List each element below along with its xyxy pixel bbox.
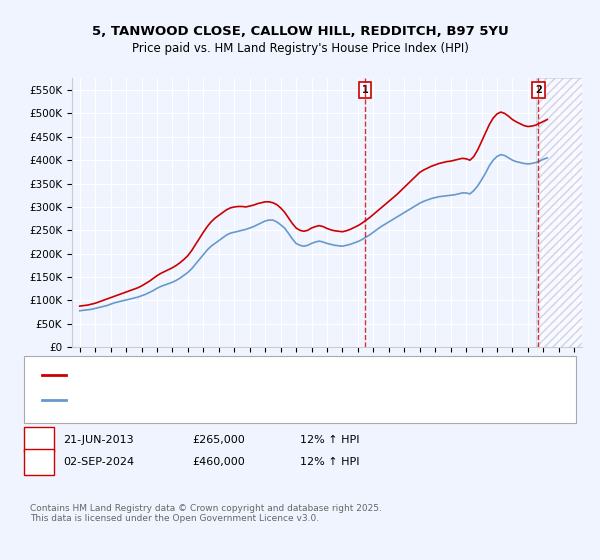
Text: 21-JUN-2013: 21-JUN-2013 [63, 435, 134, 445]
Text: Price paid vs. HM Land Registry's House Price Index (HPI): Price paid vs. HM Land Registry's House … [131, 42, 469, 55]
Text: £265,000: £265,000 [192, 435, 245, 445]
Bar [536, 78, 582, 347]
Text: £460,000: £460,000 [192, 457, 245, 467]
Text: 5, TANWOOD CLOSE, CALLOW HILL, REDDITCH, B97 5YU: 5, TANWOOD CLOSE, CALLOW HILL, REDDITCH,… [92, 25, 508, 38]
Text: 2: 2 [35, 457, 43, 467]
Text: 2: 2 [535, 85, 542, 95]
Text: 1: 1 [362, 85, 368, 95]
Text: HPI: Average price, detached house, Redditch: HPI: Average price, detached house, Redd… [75, 395, 299, 405]
Text: Contains HM Land Registry data © Crown copyright and database right 2025.
This d: Contains HM Land Registry data © Crown c… [30, 504, 382, 524]
Text: 5, TANWOOD CLOSE, CALLOW HILL, REDDITCH, B97 5YU (detached house): 5, TANWOOD CLOSE, CALLOW HILL, REDDITCH,… [75, 370, 439, 380]
Text: 12% ↑ HPI: 12% ↑ HPI [300, 457, 359, 467]
Text: 1: 1 [35, 435, 43, 445]
Text: 12% ↑ HPI: 12% ↑ HPI [300, 435, 359, 445]
Text: 02-SEP-2024: 02-SEP-2024 [63, 457, 134, 467]
